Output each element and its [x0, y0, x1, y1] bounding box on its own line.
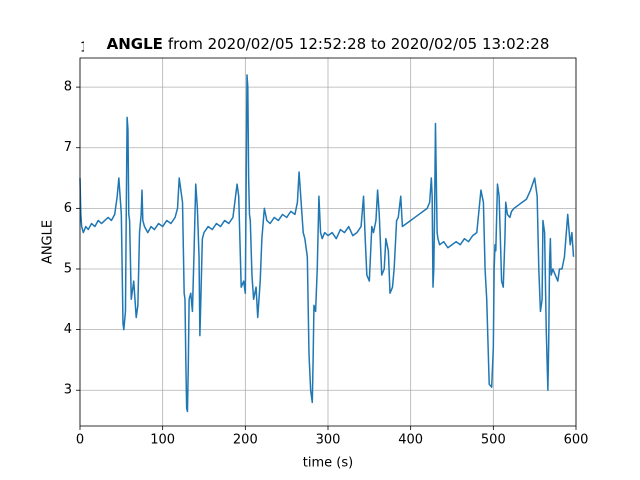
x-axis-label: time (s) — [303, 456, 353, 471]
y-tick-label: 7 — [64, 140, 72, 155]
x-tick-label: 300 — [316, 433, 341, 448]
title-bold: ANGLE — [107, 35, 163, 53]
data-line — [79, 74, 575, 413]
chart-title: ANGLE from 2020/02/05 12:52:28 to 2020/02… — [107, 35, 550, 53]
y-tick-label: 3 — [64, 383, 72, 398]
y-tick-label: 4 — [64, 322, 72, 337]
title-bg — [84, 36, 574, 54]
title-rest: from 2020/02/05 12:52:28 to 2020/02/05 1… — [168, 35, 549, 53]
plot-frame — [79, 57, 577, 427]
x-tick-label: 600 — [564, 433, 589, 448]
x-tick-label: 500 — [481, 433, 506, 448]
x-tick-label: 200 — [233, 433, 258, 448]
y-tick-label: 5 — [64, 261, 72, 276]
x-tick-label: 0 — [76, 433, 84, 448]
y-tick-label: 8 — [64, 80, 72, 95]
x-tick-label: 400 — [398, 433, 423, 448]
y-axis-label: ANGLE — [41, 220, 56, 264]
x-tick-label: 100 — [150, 433, 175, 448]
y-tick-label: 6 — [64, 201, 72, 216]
